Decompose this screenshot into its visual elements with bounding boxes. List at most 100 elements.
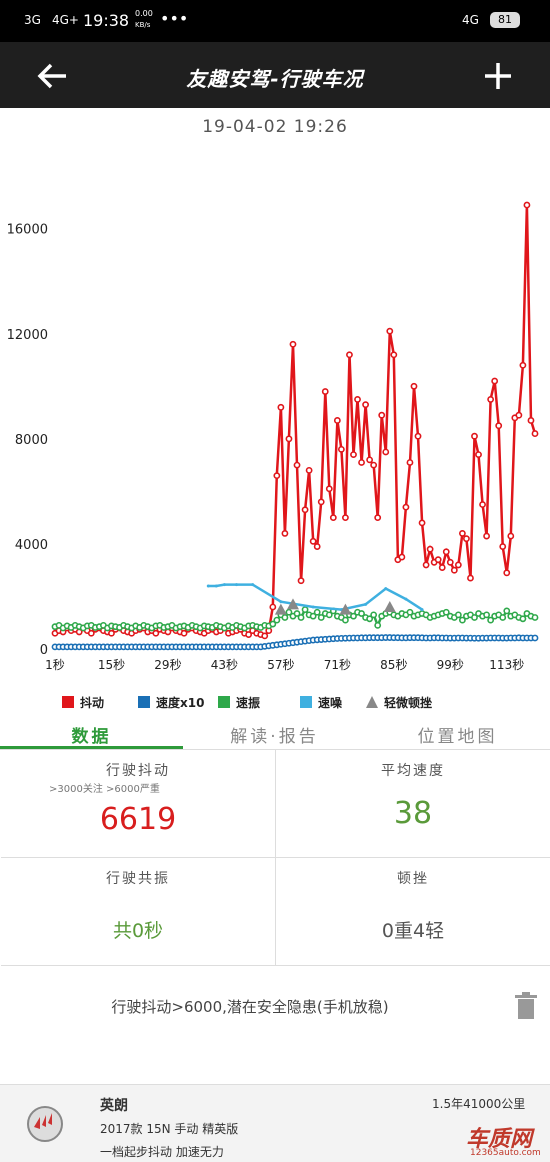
network: 4G+ <box>52 13 79 27</box>
legend-label: 轻微顿挫 <box>384 695 432 710</box>
stat-cell: 平均速度 38 <box>276 750 550 858</box>
data-point <box>152 629 160 637</box>
data-point <box>519 615 527 623</box>
data-point <box>285 435 293 443</box>
data-point <box>471 432 478 440</box>
x-tick-label: 71秒 <box>324 658 351 672</box>
stat-cell: 顿挫 0重4轻 <box>276 858 550 966</box>
stat-value: 0重4轻 <box>381 920 445 942</box>
x-tick-label: 29秒 <box>154 658 181 672</box>
data-point <box>313 608 321 616</box>
data-point <box>438 564 446 571</box>
data-point <box>206 584 210 588</box>
time: 19:38 <box>83 11 130 30</box>
data-point <box>446 558 454 566</box>
data-point <box>402 503 410 511</box>
series <box>51 201 539 640</box>
network: 3G <box>24 13 41 27</box>
data-point <box>398 553 406 561</box>
data-point <box>251 583 255 587</box>
x-tick-label: 99秒 <box>437 658 464 672</box>
car-usage: 1.5年41000公里 <box>432 1097 526 1111</box>
data-point <box>309 537 317 545</box>
data-point <box>475 451 482 458</box>
data-point <box>503 569 511 577</box>
legend-label: 速振 <box>236 695 260 710</box>
legend-label: 速度x10 <box>156 695 204 710</box>
data-point <box>366 615 374 623</box>
data-point <box>454 611 462 619</box>
network: 4G <box>462 13 479 27</box>
x-tick-label: 113秒 <box>489 658 524 672</box>
add-button[interactable] <box>484 62 512 90</box>
legend-swatch <box>218 696 230 708</box>
legend-label: 速噪 <box>318 695 343 710</box>
data-point <box>495 422 503 430</box>
data-point <box>382 448 390 456</box>
warning-text: 行驶抖动>6000,潜在安全隐患(手机放稳) <box>111 998 389 1016</box>
data-point <box>370 611 378 619</box>
data-point <box>531 430 539 437</box>
data-point <box>245 631 253 638</box>
car-issue: 一档起步抖动 加速无力 <box>100 1145 224 1159</box>
stat-value: 6619 <box>99 802 177 837</box>
tab-bar: 数据 解读·报告 位置地图 <box>0 718 550 750</box>
data-point <box>527 417 535 424</box>
data-point <box>293 461 301 469</box>
data-point <box>531 634 539 642</box>
data-point <box>406 459 414 466</box>
data-point <box>420 608 424 612</box>
stat-note: >3000关注 >6000严重 <box>49 784 160 795</box>
data-point <box>414 432 422 440</box>
watermark-brand: 车质网 <box>466 1127 533 1152</box>
y-tick-label: 16000 <box>7 223 48 238</box>
tab[interactable]: 数据 <box>71 727 112 747</box>
data-point <box>366 456 374 464</box>
stat-value: 共0秒 <box>112 920 164 942</box>
data-point <box>499 543 507 550</box>
legend-swatch <box>300 696 312 708</box>
data-point <box>386 327 394 335</box>
delete-icon[interactable] <box>514 992 538 1020</box>
data-point <box>479 501 486 508</box>
data-point <box>329 514 337 522</box>
data-point <box>339 603 352 615</box>
data-point <box>289 340 297 348</box>
data-point <box>515 411 523 419</box>
tab[interactable]: 解读·报告 <box>230 727 319 747</box>
y-tick-label: 8000 <box>15 433 48 448</box>
data-point <box>261 632 269 640</box>
stat-title: 行驶共振 <box>106 871 170 887</box>
data-point <box>463 535 470 543</box>
data-point <box>235 583 239 587</box>
header: 友趣安驾-行驶车况 <box>0 42 550 108</box>
data-point <box>311 605 315 609</box>
data-point <box>325 485 333 493</box>
y-tick-label: 0 <box>40 643 48 658</box>
data-point <box>426 545 434 553</box>
data-point <box>293 610 301 617</box>
data-point <box>281 614 289 621</box>
tab[interactable]: 位置地图 <box>417 727 498 747</box>
data-point <box>434 556 442 564</box>
data-point <box>325 611 333 619</box>
x-tick-label: 15秒 <box>98 658 125 672</box>
data-point <box>342 616 349 624</box>
stat-title: 平均速度 <box>381 763 445 779</box>
data-point <box>350 612 357 620</box>
data-point <box>180 629 188 637</box>
data-point <box>507 532 515 540</box>
data-point <box>317 498 325 506</box>
data-point <box>487 616 495 624</box>
stat-cell: 行驶抖动 >3000关注 >6000严重 6619 <box>1 750 276 858</box>
data-point <box>337 445 345 453</box>
stats-grid: 行驶抖动 >3000关注 >6000严重 6619 平均速度 38 行驶共振 共… <box>1 750 550 966</box>
data-point <box>454 561 462 569</box>
back-button[interactable] <box>36 62 68 90</box>
data-point <box>374 514 382 522</box>
data-point <box>467 574 474 582</box>
data-point <box>317 614 325 621</box>
y-tick-label: 4000 <box>15 538 48 553</box>
record-date: 19-04-02 19:26 <box>202 117 348 137</box>
